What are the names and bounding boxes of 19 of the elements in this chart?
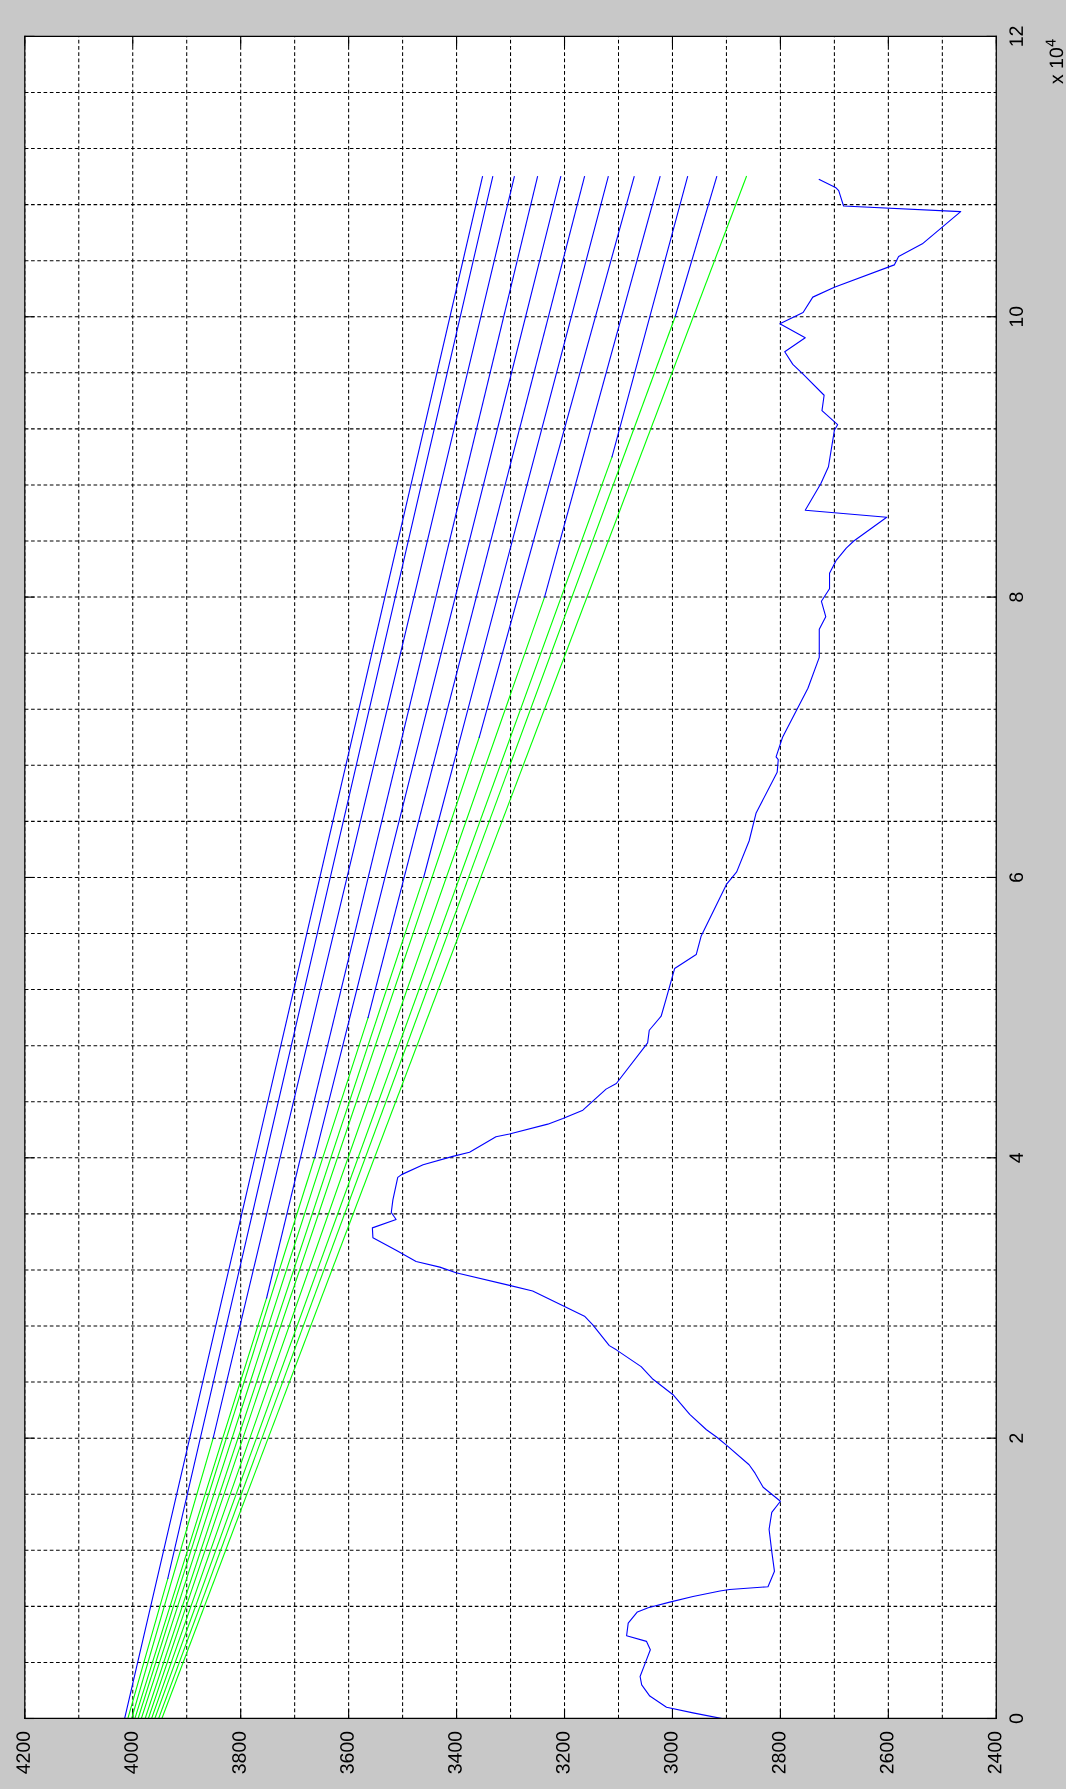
x-tick-label: 4000 bbox=[124, 1731, 138, 1774]
x-tick-label: 3000 bbox=[663, 1731, 678, 1774]
x-tick-label: 3400 bbox=[448, 1731, 462, 1774]
x-tick-label: 2400 bbox=[987, 1731, 1002, 1774]
y-tick-label: 8 bbox=[1009, 592, 1024, 602]
y-tick-label: 12 bbox=[1009, 26, 1023, 46]
text: x 10$^{4}$ bbox=[1045, 39, 1064, 84]
x-tick-label: 2600 bbox=[879, 1731, 894, 1774]
line-series bbox=[371, 178, 962, 1719]
x-tick-label: 3800 bbox=[232, 1731, 246, 1774]
x-tick-label: 4200 bbox=[16, 1731, 31, 1774]
x-tick-label: 3600 bbox=[340, 1731, 354, 1774]
x-tick-label: 2800 bbox=[771, 1731, 786, 1774]
y-tick-label: 6 bbox=[1009, 872, 1024, 882]
x-tick-label: 3200 bbox=[555, 1731, 570, 1774]
y-tick-label: 2 bbox=[1009, 1433, 1023, 1443]
y-tick-label: 10 bbox=[1009, 306, 1024, 327]
y-tick-label: 4 bbox=[1009, 1152, 1023, 1163]
y-tick-label: 0 bbox=[1009, 1713, 1024, 1724]
